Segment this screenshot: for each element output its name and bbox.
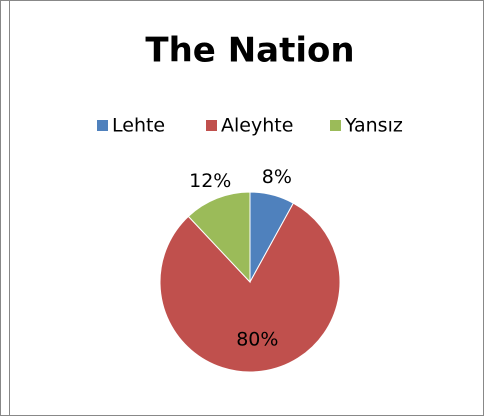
legend-label: Lehte <box>112 115 165 137</box>
legend-label: Aleyhte <box>221 115 293 137</box>
data-label: 8% <box>262 166 292 188</box>
pie-slice <box>187 191 251 284</box>
legend-swatch <box>97 120 108 131</box>
data-label: 12% <box>189 170 231 192</box>
pie-slice <box>159 202 341 373</box>
legend-swatch <box>330 120 341 131</box>
chart-title: The Nation <box>145 31 354 71</box>
data-label: 80% <box>236 329 278 351</box>
legend-swatch <box>206 120 217 131</box>
legend-label: Yansız <box>344 115 403 137</box>
